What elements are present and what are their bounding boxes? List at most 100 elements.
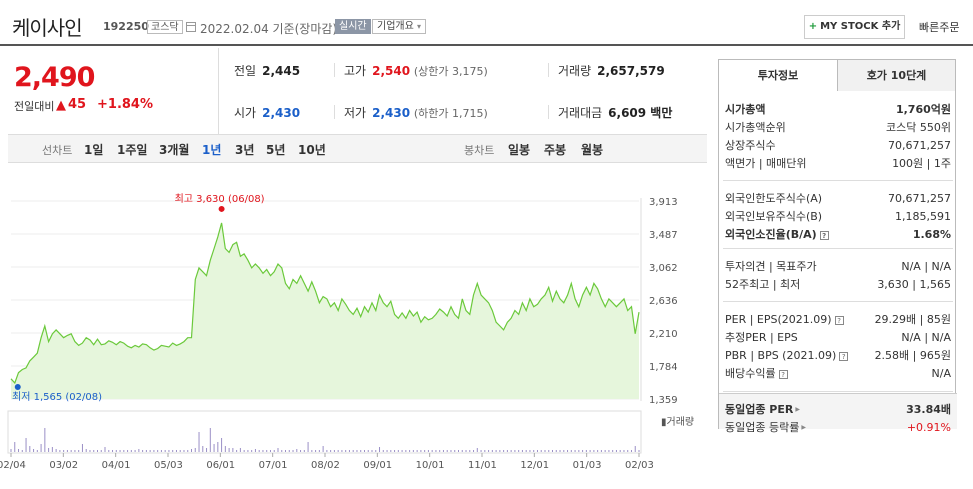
price-chart-svg[interactable]: 3,913 3,487 3,062 2,636 2,210 1,784 1,359 최고 3,… xyxy=(0,163,707,486)
realtime-button[interactable]: 실시간 xyxy=(335,19,371,34)
info-row: 투자의견 | 목표주가 N/A | N/A xyxy=(725,258,951,276)
stat-high-value: 2,540 xyxy=(372,64,411,78)
x-tick-label: 07/01 xyxy=(259,460,288,471)
stat-amount-label: 거래대금 xyxy=(558,106,603,120)
info-row-label: 외국인소진율(B/A)? xyxy=(725,226,829,244)
add-mystock-button[interactable]: + MY STOCK 추가 xyxy=(804,15,905,39)
price-area xyxy=(11,222,639,399)
info-row-value: 코스닥 550위 xyxy=(886,121,951,134)
info-row-label: 외국인보유주식수(B) xyxy=(725,210,823,223)
y-tick-label: 2,636 xyxy=(649,296,678,307)
stat-low-value: 2,430 xyxy=(372,106,411,120)
info-row-label: 시가총액 xyxy=(725,103,766,116)
stat-prev: 전일 2,445 xyxy=(234,62,300,79)
plus-icon: + xyxy=(808,21,818,32)
stat-high: 고가 2,540 (상한가 3,175) xyxy=(344,62,488,79)
help-icon[interactable]: ? xyxy=(778,369,788,379)
investment-info-panel: 투자정보 호가 10단계 시가총액 1,760억원 시가총액순위 코스닥 550위 상장… xyxy=(718,59,957,434)
tab-investment-info[interactable]: 투자정보 xyxy=(719,60,837,91)
stock-code: 192250 xyxy=(103,20,149,33)
volume-label: ▮거래량 xyxy=(661,416,694,428)
y-tick-label: 2,210 xyxy=(649,329,678,340)
price-summary: 2,490 전일대비 ▲ 45 +1.84% xyxy=(0,48,219,134)
info-row: 52주최고 | 최저 3,630 | 1,565 xyxy=(725,276,951,294)
period-option[interactable]: 5년 xyxy=(266,143,286,157)
info-row-label: 배당수익률? xyxy=(725,365,788,383)
min-marker xyxy=(14,384,21,391)
stat-volume: 거래량 2,657,579 xyxy=(558,62,665,79)
info-row-value: 1,760억원 xyxy=(895,103,951,116)
x-tick-label: 12/01 xyxy=(520,460,549,471)
current-price: 2,490 xyxy=(14,62,95,93)
y-tick-label: 1,784 xyxy=(649,362,678,373)
candle-period-option[interactable]: 주봉 xyxy=(544,143,567,157)
price-chart[interactable]: 3,913 3,487 3,062 2,636 2,210 1,784 1,359 최고 3,… xyxy=(0,163,707,486)
info-row: 상장주식수 70,671,257 xyxy=(725,137,951,155)
help-icon[interactable]: ? xyxy=(834,315,844,325)
change-label: 전일대비 xyxy=(14,100,55,113)
volume-panel xyxy=(7,410,642,454)
candle-period-option[interactable]: 일봉 xyxy=(508,143,531,157)
stat-volume-label: 거래량 xyxy=(558,64,592,78)
period-option[interactable]: 10년 xyxy=(298,143,326,157)
date-text: 2022.02.04 기준(장마감) xyxy=(200,22,338,36)
stat-amount: 거래대금 6,609 백만 xyxy=(558,104,672,121)
info-row-label: 외국인한도주식수(A) xyxy=(725,192,823,205)
candle-period-option[interactable]: 월봉 xyxy=(581,143,604,157)
period-option[interactable]: 1주일 xyxy=(117,143,148,157)
info-row-label: 추정PER | EPS xyxy=(725,331,798,344)
stat-open-label: 시가 xyxy=(234,106,257,120)
triangle-right-icon: ▶ xyxy=(801,424,806,431)
period-option[interactable]: 1년 xyxy=(202,143,222,157)
stat-volume-value: 2,657,579 xyxy=(597,64,665,78)
up-arrow-icon: ▲ xyxy=(56,98,66,113)
info-row: 추정PER | EPS N/A | N/A xyxy=(725,329,951,347)
info-row: PBR | BPS (2021.09)? 2.58배 | 965원 xyxy=(725,347,951,365)
calendar-icon xyxy=(186,22,196,32)
info-row: 액면가 | 매매단위 100원 | 1주 xyxy=(725,155,951,173)
y-tick-label: 3,062 xyxy=(649,263,678,274)
y-tick-label: 3,487 xyxy=(649,230,678,241)
divider xyxy=(723,391,953,392)
period-option[interactable]: 3년 xyxy=(235,143,255,157)
y-tick-label: 3,913 xyxy=(649,197,678,208)
price-stats: 전일 2,445 고가 2,540 (상한가 3,175) 거래량 2,657,579… xyxy=(220,48,707,134)
info-row: 외국인소진율(B/A)? 1.68% xyxy=(725,226,951,244)
chevron-down-icon: ▾ xyxy=(417,22,422,31)
info-row-label: 52주최고 | 최저 xyxy=(725,278,801,291)
x-tick-label: 01/03 xyxy=(573,460,602,471)
chart-period-bar: 선차트 1일 1주일 3개월 1년 3년 5년 10년 봉차트 일봉 주봉 월봉 xyxy=(8,134,707,163)
info-row-label: 동일업종 PER ▶ xyxy=(725,401,800,419)
tab-order-book[interactable]: 호가 10단계 xyxy=(837,60,955,91)
info-row-label: 상장주식수 xyxy=(725,139,776,152)
divider xyxy=(334,63,335,77)
upper-limit: (상한가 3,175) xyxy=(413,65,488,78)
info-row-value: 70,671,257 xyxy=(888,139,951,152)
info-row: 외국인보유주식수(B) 1,185,591 xyxy=(725,208,951,226)
x-tick-label: 02/03 xyxy=(625,460,654,471)
candle-chart-label: 봉차트 xyxy=(464,144,495,157)
help-icon[interactable]: ? xyxy=(819,230,829,240)
info-row: 배당수익률? N/A xyxy=(725,365,951,383)
divider xyxy=(548,105,549,119)
help-icon[interactable]: ? xyxy=(839,351,849,361)
quick-order-link[interactable]: 빠른주문 xyxy=(919,21,960,34)
info-row-value: +0.91% xyxy=(906,421,951,434)
info-row: 외국인한도주식수(A) 70,671,257 xyxy=(725,190,951,208)
company-name[interactable]: 케이사인 xyxy=(12,16,83,40)
divider xyxy=(723,301,953,302)
info-row: PER | EPS(2021.09)? 29.29배 | 85원 xyxy=(725,311,951,329)
period-option[interactable]: 3개월 xyxy=(159,143,190,157)
line-chart-label: 선차트 xyxy=(42,144,73,157)
change-value: 45 xyxy=(68,97,87,112)
info-row-label: PER | EPS(2021.09)? xyxy=(725,311,844,329)
info-row-value: N/A | N/A xyxy=(901,331,951,344)
info-row-value: 70,671,257 xyxy=(888,192,951,205)
y-tick-label: 1,359 xyxy=(649,395,678,406)
period-option[interactable]: 1일 xyxy=(84,143,104,157)
stat-high-label: 고가 xyxy=(344,64,367,78)
info-row-value: 33.84배 xyxy=(906,403,951,416)
company-overview-button[interactable]: 기업개요 ▾ xyxy=(372,19,427,34)
market-badge: 코스닥 xyxy=(147,20,183,34)
min-label: 최저 1,565 (02/08) xyxy=(12,391,102,403)
